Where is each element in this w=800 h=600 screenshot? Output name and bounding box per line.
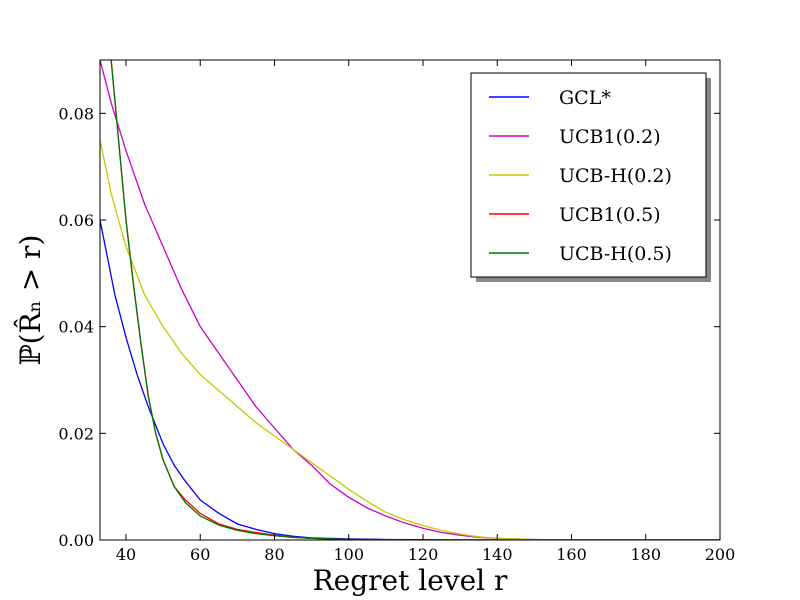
x-tick-label: 200 — [705, 545, 736, 564]
x-tick-label: 80 — [264, 545, 284, 564]
y-axis-title: ℙ(R̂ₙ > r) — [14, 235, 47, 366]
y-tick-label: 0.06 — [58, 211, 94, 230]
series-line-3 — [100, 139, 720, 540]
ticks-layer: 40 60 80 100 120 140 160 180 200 0.00 0.02 0.04 0.06… — [58, 60, 735, 564]
plot-frame — [99, 59, 721, 541]
series-line-5 — [110, 60, 720, 540]
legend-label: GCL* — [559, 87, 611, 109]
x-tick-label: 60 — [190, 545, 210, 564]
x-tick-label: 100 — [333, 545, 364, 564]
legend-label: UCB1(0.5) — [559, 204, 661, 226]
y-tick-label: 0.08 — [58, 104, 94, 123]
x-tick-label: 160 — [556, 545, 587, 564]
legend: GCL* UCB1(0.2) UCB-H(0.2) UCB1(0.5) UCB-H(0.… — [470, 72, 711, 282]
series-layer — [100, 60, 720, 540]
legend-label: UCB-H(0.5) — [559, 243, 672, 265]
x-tick-label: 140 — [482, 545, 513, 564]
y-tick-label: 0.02 — [58, 424, 94, 443]
y-tick-label: 0.04 — [58, 318, 94, 337]
legend-label: UCB1(0.2) — [559, 126, 661, 148]
x-axis-title: Regret level r — [313, 564, 508, 597]
x-tick-label: 180 — [630, 545, 661, 564]
legend-label: UCB-H(0.2) — [559, 165, 672, 187]
y-tick-label: 0.00 — [58, 531, 94, 550]
x-tick-label: 120 — [408, 545, 439, 564]
x-tick-label: 40 — [116, 545, 136, 564]
